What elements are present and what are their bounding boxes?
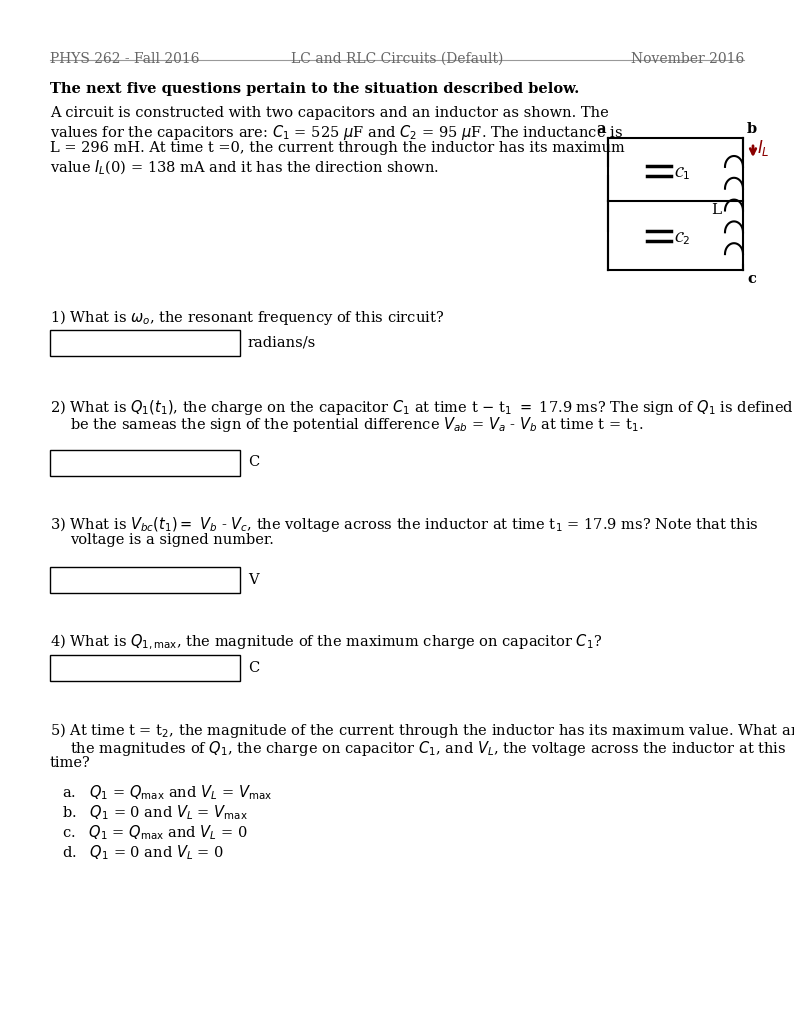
Text: be the sameas the sign of the potential difference $V_{ab}$ = $V_a$ - $V_b$ at t: be the sameas the sign of the potential … (70, 416, 643, 434)
Text: the magnitudes of $Q_1$, the charge on capacitor $C_1$, and $V_L$, the voltage a: the magnitudes of $Q_1$, the charge on c… (70, 738, 787, 758)
Text: value $I_L$(0) = 138 mA and it has the direction shown.: value $I_L$(0) = 138 mA and it has the d… (50, 159, 439, 177)
Bar (50, 330, 240, 356)
Text: V: V (248, 573, 259, 587)
Text: November 2016: November 2016 (630, 52, 744, 66)
Text: c.   $Q_1$ = $Q_\mathrm{max}$ and $V_L$ = 0: c. $Q_1$ = $Q_\mathrm{max}$ and $V_L$ = … (62, 823, 248, 842)
Text: LC and RLC Circuits (Default): LC and RLC Circuits (Default) (291, 52, 503, 66)
Text: $\mathcal{C}_2$: $\mathcal{C}_2$ (674, 230, 691, 247)
Text: A circuit is constructed with two capacitors and an inductor as shown. The: A circuit is constructed with two capaci… (50, 106, 609, 120)
Text: b: b (747, 122, 757, 136)
Text: 1) What is $\omega_o$, the resonant frequency of this circuit?: 1) What is $\omega_o$, the resonant freq… (50, 308, 444, 327)
Text: L: L (711, 204, 721, 217)
Text: time?: time? (50, 756, 91, 770)
Text: $I_L$: $I_L$ (757, 138, 769, 158)
Bar (50, 450, 240, 475)
Text: c: c (747, 272, 756, 286)
Text: a: a (596, 122, 606, 136)
Text: PHYS 262 - Fall 2016: PHYS 262 - Fall 2016 (50, 52, 199, 66)
Text: C: C (248, 456, 260, 469)
Text: 5) At time t = t$_2$, the magnitude of the current through the inductor has its : 5) At time t = t$_2$, the magnitude of t… (50, 721, 794, 740)
Text: d.   $Q_1$ = 0 and $V_L$ = 0: d. $Q_1$ = 0 and $V_L$ = 0 (62, 844, 224, 862)
Text: 2) What is $Q_1(t_1)$, the charge on the capacitor $C_1$ at time t $-$ t$_1$ $=$: 2) What is $Q_1(t_1)$, the charge on the… (50, 398, 794, 417)
Text: voltage is a signed number.: voltage is a signed number. (70, 534, 274, 547)
Text: 4) What is $Q_{1,\mathrm{max}}$, the magnitude of the maximum charge on capacito: 4) What is $Q_{1,\mathrm{max}}$, the mag… (50, 633, 602, 652)
Text: radians/s: radians/s (248, 336, 316, 350)
Text: b.   $Q_1$ = 0 and $V_L$ = $V_\mathrm{max}$: b. $Q_1$ = 0 and $V_L$ = $V_\mathrm{max}… (62, 804, 248, 822)
Text: a.   $Q_1$ = $Q_\mathrm{max}$ and $V_L$ = $V_\mathrm{max}$: a. $Q_1$ = $Q_\mathrm{max}$ and $V_L$ = … (62, 783, 272, 802)
Bar (50, 655, 240, 681)
Text: C: C (248, 662, 260, 675)
Text: L = 296 mH. At time t =0, the current through the inductor has its maximum: L = 296 mH. At time t =0, the current th… (50, 141, 625, 155)
Text: values for the capacitors are: $C_1$ = 525 $\mu$F and $C_2$ = 95 $\mu$F. The ind: values for the capacitors are: $C_1$ = 5… (50, 124, 623, 142)
Text: 3) What is $V_{bc}(t_1)$$=$ $V_b$ - $V_c$, the voltage across the inductor at ti: 3) What is $V_{bc}(t_1)$$=$ $V_b$ - $V_c… (50, 515, 759, 535)
Text: The next five questions pertain to the situation described below.: The next five questions pertain to the s… (50, 82, 580, 96)
Text: $\mathcal{C}_1$: $\mathcal{C}_1$ (674, 166, 691, 182)
Bar (50, 567, 240, 593)
